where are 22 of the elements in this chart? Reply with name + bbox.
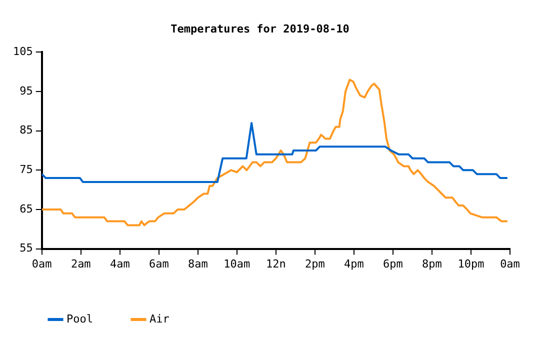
x-tick-label: 8pm [422, 257, 442, 270]
x-tick-label: 4pm [344, 257, 364, 270]
x-tick-label: 0am [500, 257, 520, 270]
chart-title: Temperatures for 2019-08-10 [170, 22, 350, 36]
x-tick-label: 4am [110, 257, 130, 270]
legend-label: Air [149, 312, 170, 326]
x-tick-label: 6am [148, 257, 170, 270]
x-tick-label: 6pm [383, 257, 404, 270]
x-tick-label: 10am [224, 257, 251, 270]
y-tick-label: 95 [20, 84, 33, 98]
legend-label: Pool [66, 312, 93, 326]
y-tick-label: 65 [20, 202, 33, 216]
x-tick-label: 0am [32, 257, 52, 270]
x-tick-label: 12n [266, 257, 286, 270]
x-tick-label: 2pm [305, 257, 326, 270]
y-tick-label: 55 [20, 242, 33, 255]
y-tick-label: 85 [20, 124, 33, 137]
y-tick-label: 75 [20, 163, 33, 176]
y-tick-label: 105 [12, 45, 33, 58]
x-tick-label: 10pm [458, 257, 485, 270]
x-tick-label: 2am [70, 257, 92, 270]
x-tick-label: 8am [188, 257, 208, 270]
